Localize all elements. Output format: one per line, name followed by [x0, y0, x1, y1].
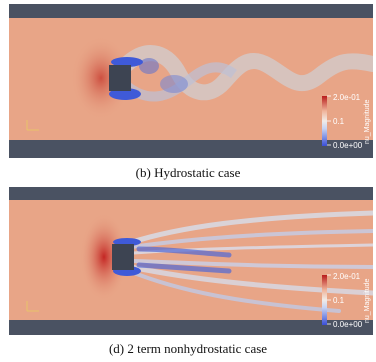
colorbar-min-label: 0.0e+00 [333, 320, 363, 329]
caption-hydrostatic: (b) Hydrostatic case [135, 165, 241, 180]
simulation-plot-nonhydrostatic: 2.0e-01 0.1 0.0e+00 nu_Magnitude [9, 187, 373, 335]
stagnation-zone [80, 213, 128, 301]
top-wall [9, 187, 373, 200]
bottom-wall [9, 140, 373, 158]
simulation-plot-hydrostatic: 2.0e-01 0.1 0.0e+00 nu_Magnitude [9, 4, 373, 158]
obstacle-cylinder [109, 65, 131, 91]
stagnation-zone [71, 36, 131, 120]
colorbar-mid-label: 0.1 [333, 296, 345, 305]
colorbar-min-label: 0.0e+00 [333, 141, 363, 150]
colorbar-title: nu_Magnitude [364, 100, 371, 144]
panel-hydrostatic: 2.0e-01 0.1 0.0e+00 nu_Magnitude [9, 4, 373, 158]
vortex-street [119, 45, 373, 102]
colorbar: 2.0e-01 0.1 0.0e+00 nu_Magnitude [322, 93, 371, 150]
axes-triad-icon [26, 301, 39, 312]
caption-nonhydrostatic: (d) 2 term nonhydrostatic case [108, 341, 268, 356]
colorbar-mid-label: 0.1 [333, 117, 345, 126]
top-wall [9, 4, 373, 18]
flow-field [9, 200, 373, 320]
colorbar-max-label: 2.0e-01 [333, 272, 361, 281]
panel-nonhydrostatic: 2.0e-01 0.1 0.0e+00 nu_Magnitude [9, 187, 373, 335]
separation-layer-top [111, 57, 143, 67]
wake-streaks [126, 210, 373, 313]
bottom-wall [9, 320, 373, 335]
obstacle-cylinder [112, 244, 134, 270]
colorbar-max-label: 2.0e-01 [333, 93, 361, 102]
axes-triad-icon [26, 120, 39, 131]
colorbar: 2.0e-01 0.1 0.0e+00 nu_Magnitude [322, 272, 371, 329]
colorbar-title: nu_Magnitude [364, 279, 371, 323]
